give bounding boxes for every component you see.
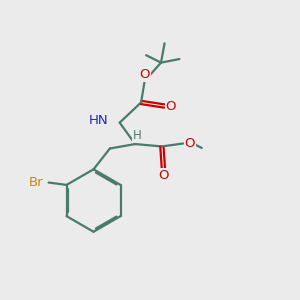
Text: Br: Br xyxy=(29,176,44,189)
Text: O: O xyxy=(158,169,169,182)
Text: O: O xyxy=(166,100,176,112)
Text: HN: HN xyxy=(89,114,108,127)
Text: H: H xyxy=(133,129,142,142)
Text: O: O xyxy=(184,137,195,150)
Text: O: O xyxy=(140,68,150,81)
